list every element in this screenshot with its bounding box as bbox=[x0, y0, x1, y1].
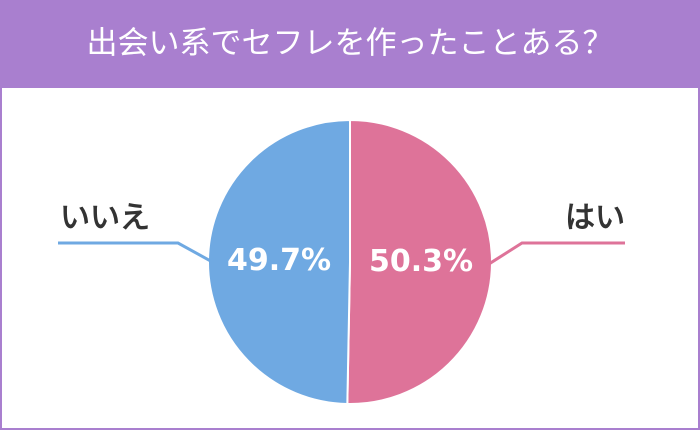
chart-title: 出会い系でセフレを作ったことある？ bbox=[87, 26, 614, 62]
value-label: 50.3% bbox=[369, 244, 473, 279]
leader-line bbox=[58, 241, 211, 262]
header bbox=[0, 0, 700, 88]
category-label: はい bbox=[565, 201, 625, 236]
leader-line bbox=[489, 241, 625, 265]
value-label: 49.7% bbox=[227, 243, 331, 278]
category-label: いいえ bbox=[60, 201, 150, 236]
